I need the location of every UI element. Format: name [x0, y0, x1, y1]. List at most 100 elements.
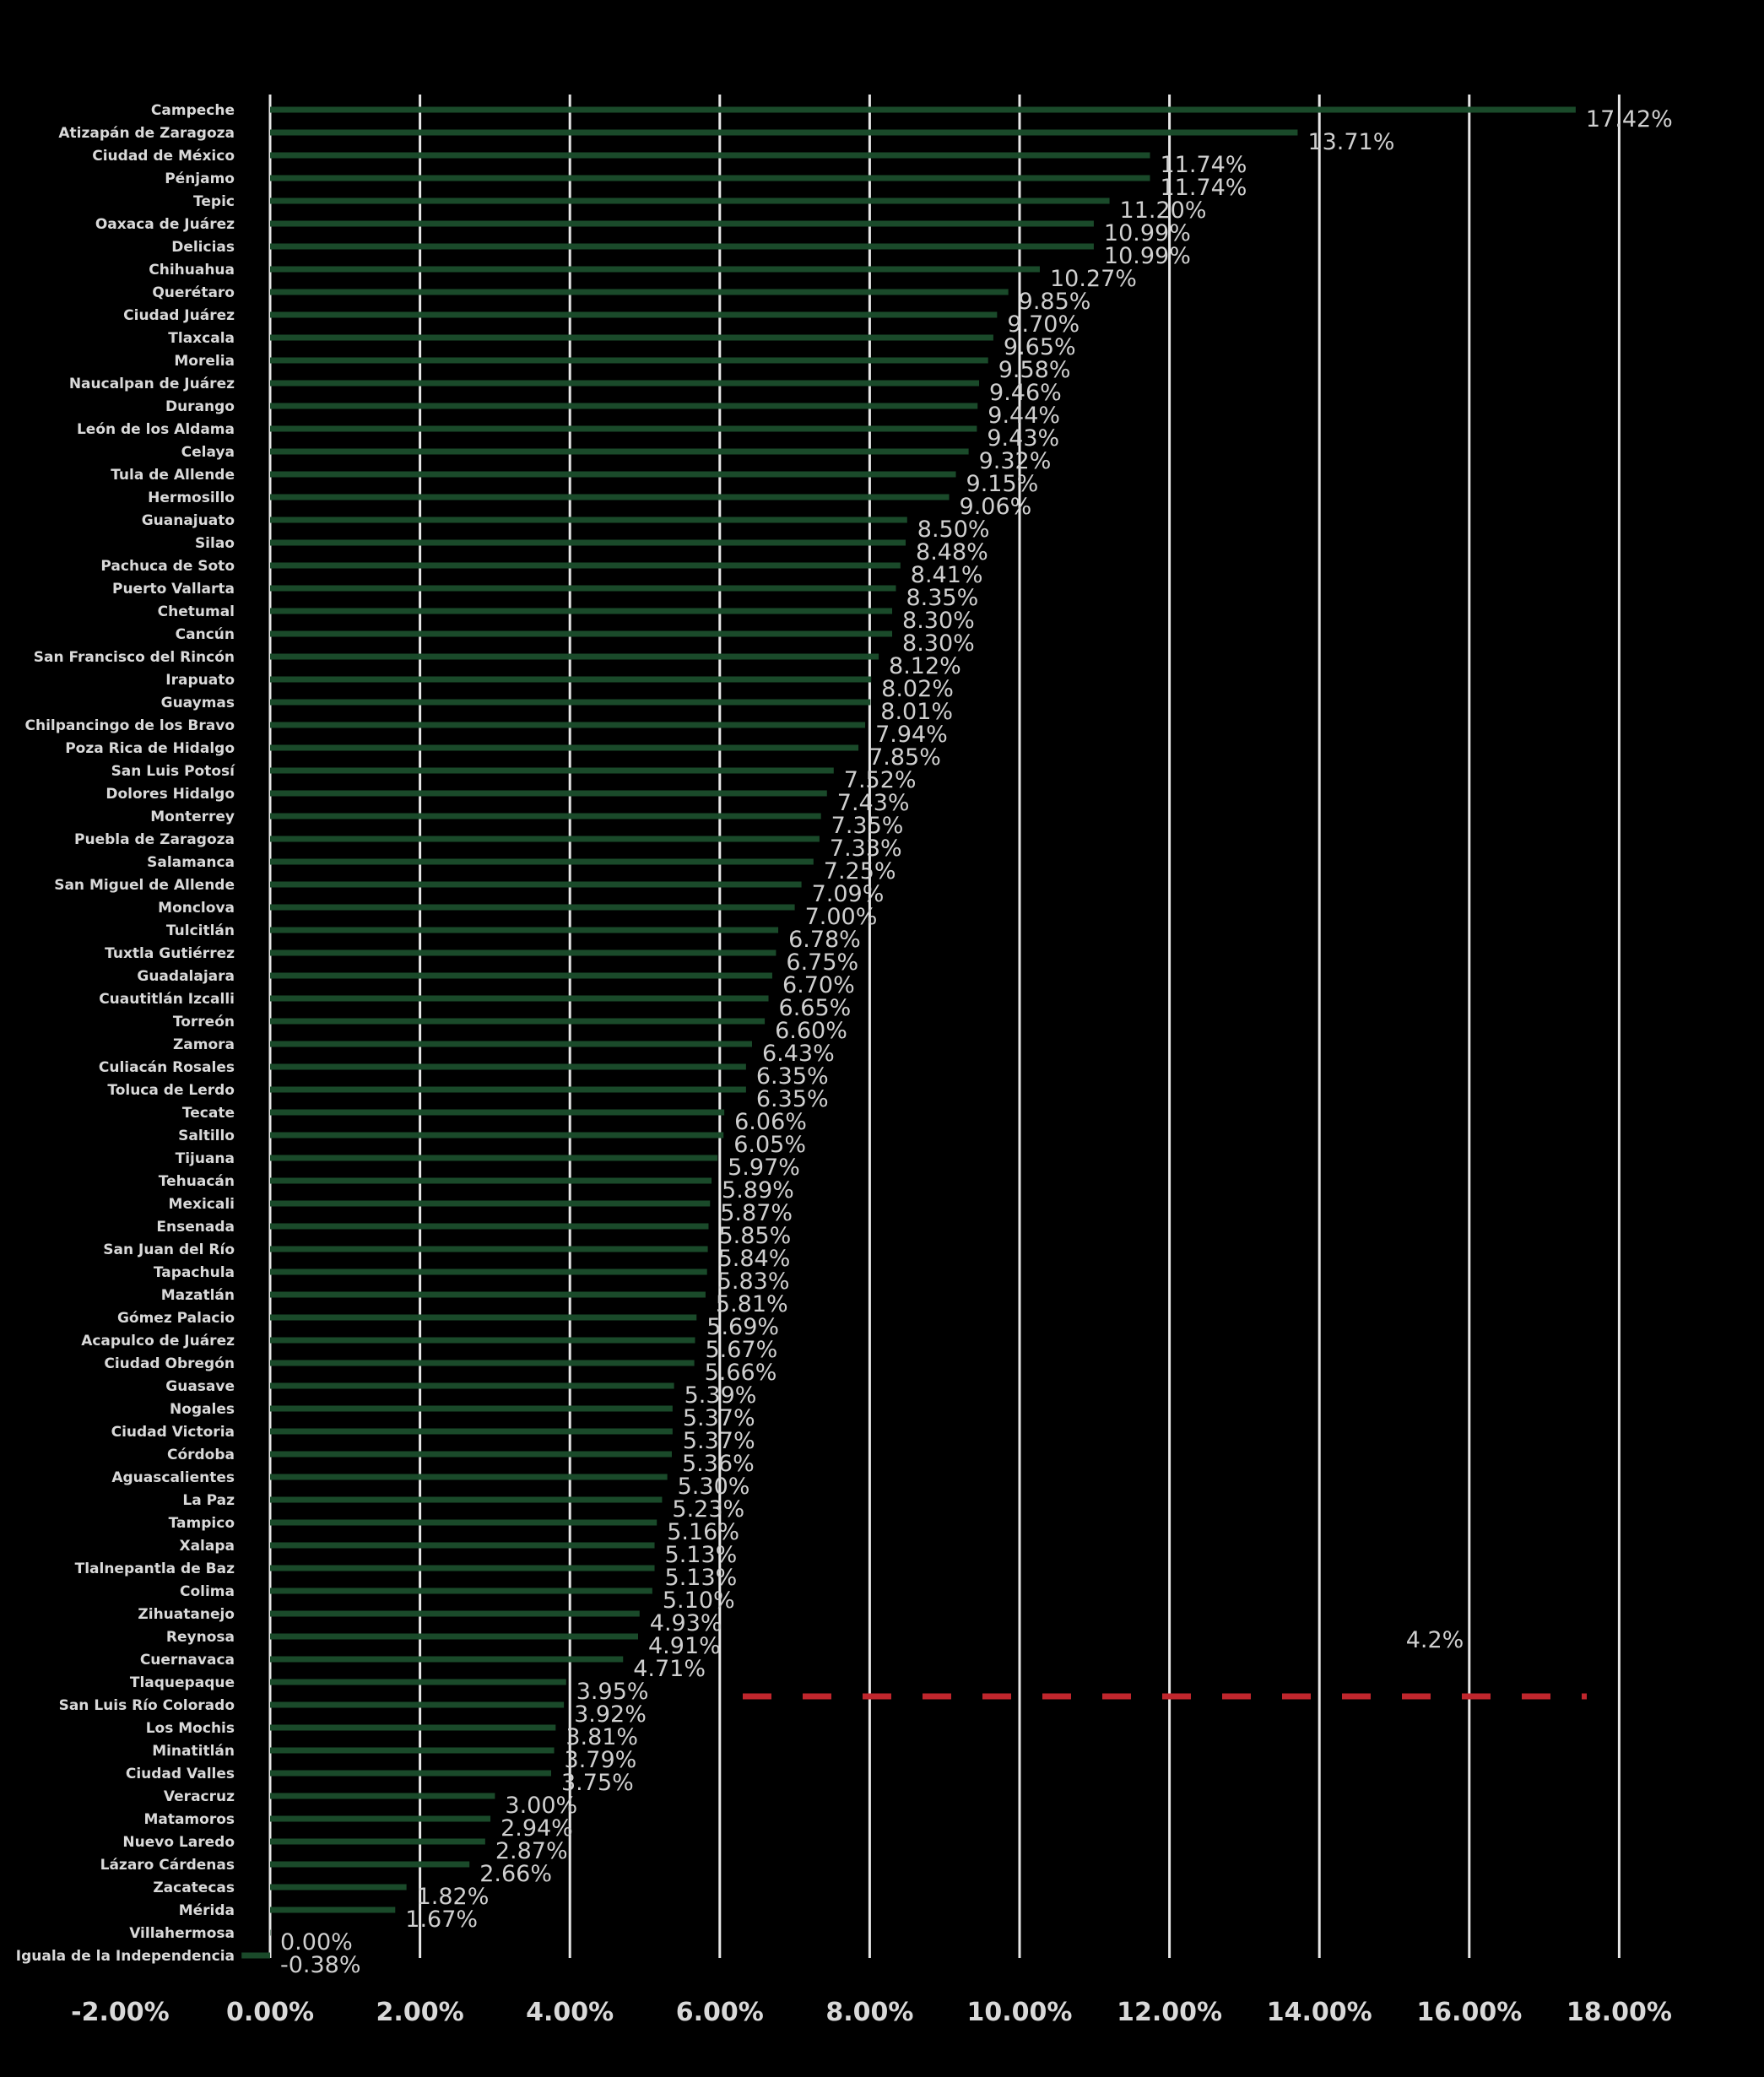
bar: [270, 1451, 672, 1458]
value-label: 11.74%: [1161, 175, 1247, 201]
bar: [270, 448, 969, 455]
bar: [270, 1405, 673, 1412]
value-label: 9.32%: [979, 448, 1052, 474]
reference-line-label: 4.2%: [1406, 1627, 1464, 1653]
category-label: Zacatecas: [153, 1880, 235, 1896]
bar: [270, 1177, 712, 1184]
category-label: Tlaquepaque: [130, 1674, 235, 1691]
value-label: 0.00%: [280, 1929, 353, 1955]
category-label: Cuautitlán Izcalli: [99, 991, 235, 1008]
value-label: 3.95%: [576, 1679, 649, 1705]
value-label: 9.06%: [960, 494, 1032, 520]
category-label: Durango: [165, 398, 235, 415]
value-label: 7.00%: [805, 904, 878, 930]
value-label: 8.12%: [889, 653, 961, 679]
value-label: 5.84%: [718, 1246, 791, 1272]
value-label: 5.37%: [683, 1405, 755, 1431]
bar: [270, 1474, 668, 1480]
value-label: -0.38%: [280, 1952, 361, 1978]
category-label: Delicias: [171, 239, 235, 256]
bar: [270, 1656, 624, 1663]
value-label: 7.09%: [812, 881, 885, 907]
category-label: Ciudad Valles: [126, 1766, 235, 1782]
bar: [270, 1610, 640, 1617]
bar: [270, 1246, 708, 1252]
value-label: 9.44%: [988, 403, 1060, 429]
value-label: 1.82%: [417, 1884, 490, 1910]
category-label: Cuernavaca: [140, 1652, 235, 1669]
value-label: 5.10%: [663, 1587, 735, 1614]
value-label: 2.66%: [479, 1861, 552, 1887]
bar: [270, 1633, 639, 1640]
bar: [270, 1314, 697, 1321]
category-label: Pachuca de Soto: [100, 558, 235, 575]
value-label: 5.66%: [705, 1360, 777, 1386]
category-label: Tehuacán: [159, 1173, 235, 1190]
value-label: 3.75%: [561, 1770, 634, 1796]
bar: [270, 425, 977, 432]
category-label: Tuxtla Gutiérrez: [105, 945, 235, 962]
category-label: Aguascalientes: [111, 1469, 235, 1486]
category-label: Lázaro Cárdenas: [100, 1857, 235, 1874]
x-tick-label: 10.00%: [967, 1998, 1073, 2027]
category-label: Acapulco de Juárez: [81, 1333, 235, 1350]
category-label: Guasave: [165, 1378, 235, 1395]
value-label: 10.27%: [1050, 266, 1137, 292]
bar: [270, 1382, 674, 1389]
bar: [270, 767, 834, 774]
value-labels: 17.42%13.71%11.74%11.74%11.20%10.99%10.9…: [280, 106, 1673, 1978]
bar: [270, 881, 802, 888]
category-label: Nuevo Laredo: [122, 1834, 235, 1851]
bar: [270, 995, 769, 1002]
bar: [241, 1952, 270, 1959]
bar: [270, 334, 993, 341]
bar: [270, 1838, 485, 1845]
category-label: Monterrey: [150, 809, 235, 825]
category-label: Mérida: [179, 1902, 235, 1919]
bar: [270, 699, 871, 706]
value-label: 9.43%: [987, 425, 1059, 452]
bar: [270, 1907, 396, 1913]
bar: [270, 471, 956, 478]
category-label: Ciudad de México: [92, 148, 235, 165]
value-label: 6.75%: [786, 949, 858, 976]
value-label: 5.85%: [718, 1223, 791, 1249]
value-label: 5.16%: [667, 1519, 739, 1545]
bar: [270, 517, 907, 523]
category-label: Iguala de la Independencia: [16, 1948, 235, 1965]
bar: [270, 129, 1298, 136]
category-label: Chetumal: [158, 603, 235, 620]
category-label: Villahermosa: [129, 1925, 235, 1942]
bar: [270, 380, 980, 387]
bar: [270, 1086, 746, 1093]
category-label: Minatitlán: [152, 1743, 235, 1760]
value-label: 4.93%: [650, 1610, 722, 1636]
category-label: Oaxaca de Juárez: [95, 216, 235, 233]
value-label: 5.89%: [722, 1177, 794, 1203]
value-label: 3.81%: [565, 1724, 638, 1750]
category-label: Tecate: [182, 1105, 235, 1122]
bar: [270, 744, 859, 751]
x-tick-label: 0.00%: [226, 1998, 314, 2027]
bar: [270, 1428, 673, 1435]
bar: [270, 1360, 695, 1366]
category-labels: Campeche Atizapán de Zaragoza Ciudad de Mé…: [16, 102, 235, 1965]
value-label: 9.85%: [1019, 289, 1091, 315]
category-label: Tepic: [193, 193, 235, 210]
category-label: Tlaxcala: [168, 330, 235, 347]
category-label: Mazatlán: [161, 1287, 235, 1304]
category-label: Tapachula: [154, 1264, 235, 1281]
value-label: 3.00%: [505, 1793, 577, 1819]
value-label: 7.43%: [837, 790, 910, 816]
value-label: 5.69%: [706, 1314, 779, 1340]
bar: [270, 197, 1110, 204]
bar: [270, 1041, 752, 1047]
value-label: 11.20%: [1120, 197, 1207, 224]
x-tick-label: 4.00%: [526, 1998, 614, 2027]
bar: [270, 1565, 655, 1571]
value-label: 5.81%: [716, 1291, 788, 1317]
category-label: San Francisco del Rincón: [34, 649, 235, 666]
value-label: 2.87%: [495, 1838, 568, 1864]
bar: [270, 585, 896, 592]
